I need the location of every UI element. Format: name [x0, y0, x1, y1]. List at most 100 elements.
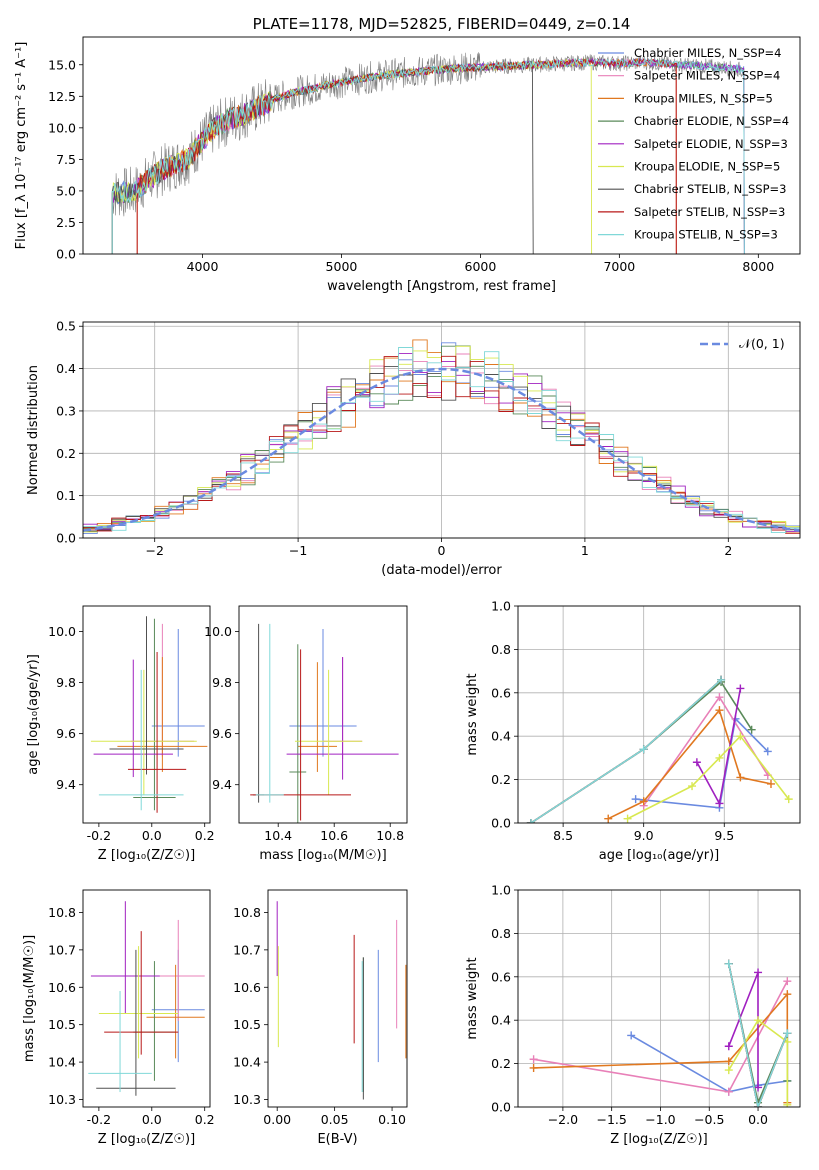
x-tick-label: 0.10 [378, 1112, 406, 1127]
weight-line-2 [607, 708, 772, 820]
weight-marker [623, 814, 632, 823]
y-tick-label: 0.0 [491, 1100, 511, 1115]
weight-line-8 [728, 963, 789, 1107]
y-tick-label: 0.0 [491, 816, 511, 831]
y-tick-label: 9.8 [212, 675, 232, 690]
legend-entry: Chabrier ELODIE, N_SSP=4 [634, 114, 789, 128]
weight-line-7 [530, 679, 722, 823]
y-tick-label: 0.8 [491, 642, 511, 657]
weight-marker [692, 758, 701, 767]
error-point [133, 618, 176, 811]
x-tick-label: 1 [581, 543, 589, 558]
weight-marker [783, 977, 792, 986]
plot-area-age-vs-mass [250, 623, 399, 823]
y-tick-label: 0.4 [491, 729, 511, 744]
y-tick-label: 10.4 [233, 1055, 261, 1070]
weight-marker [688, 782, 697, 791]
panel-mass-vs-Z: -0.2 0.0 0.2 10.3 10.4 10.5 10.6 10.7 10.8 Z [log… [22, 889, 215, 1147]
y-tick-label: 1.0 [491, 883, 511, 898]
x-tick-label: -0.2 [87, 828, 111, 843]
plot-area-residuals [83, 339, 800, 534]
x-tick-label: 7000 [603, 259, 635, 274]
x-tick-label: 0.0 [142, 1112, 162, 1127]
x-tick-label: -0.2 [87, 1112, 111, 1127]
model-line-8 [111, 57, 745, 254]
legend-entry: Kroupa MILES, N_SSP=5 [634, 91, 773, 105]
model-line-0 [111, 58, 745, 254]
weight-line-1 [643, 695, 769, 807]
legend-entry: Salpeter STELIB, N_SSP=3 [634, 205, 785, 219]
y-tick-label: 10.0 [48, 120, 76, 135]
y-tick-label: 10.4 [48, 1055, 76, 1070]
weight-line-5 [728, 1019, 789, 1105]
weight-marker [526, 819, 535, 823]
y-axis-label: mass [log₁₀(M/M☉)] [22, 935, 37, 1062]
x-tick-label: 0.0 [748, 1112, 768, 1127]
weight-marker [754, 1083, 763, 1092]
x-tick-label: 0.05 [321, 1112, 349, 1127]
axes-frame [517, 605, 801, 824]
axes-frame [517, 889, 801, 1108]
error-point [104, 931, 179, 1055]
model-line-3 [111, 57, 745, 254]
error-point [255, 623, 284, 803]
x-tick-label: −2.0 [548, 1112, 578, 1127]
panel-age-vs-Z: -0.2 0.0 0.2 9.4 9.6 9.8 10.0 Z [log₁₀(Z/Z☉)] ag… [26, 605, 215, 863]
weight-marker [529, 1055, 538, 1064]
weight-marker [724, 1057, 733, 1066]
weight-marker [754, 1103, 763, 1107]
y-axis-label: age [log₁₀(age/yr)] [26, 654, 41, 775]
y-tick-label: 0.5 [56, 319, 76, 334]
axes-frame [267, 889, 408, 1108]
error-point [286, 657, 399, 780]
y-tick-label: 0.2 [491, 772, 511, 787]
y-tick-label: 0.4 [56, 361, 76, 376]
error-point [289, 644, 307, 823]
x-tick-label: 4000 [187, 259, 219, 274]
weight-marker [736, 773, 745, 782]
y-tick-label: 9.4 [212, 777, 232, 792]
error-point [98, 946, 179, 1059]
panel-spectrum: 4000 5000 6000 7000 8000 0.0 2.5 5.0 7.5 10.0 12.5… [14, 15, 801, 294]
y-tick-label: 0.2 [491, 1056, 511, 1071]
x-tick-label: 2 [724, 543, 732, 558]
weight-marker [639, 797, 648, 806]
x-tick-label: 0.2 [195, 828, 215, 843]
weight-marker [736, 732, 745, 741]
x-tick-label: −0.5 [694, 1112, 724, 1127]
x-tick-label: 0.0 [142, 828, 162, 843]
y-tick-label: 10.8 [233, 905, 261, 920]
weight-marker [724, 959, 733, 968]
axes-frame [82, 889, 211, 1108]
x-axis-label: Z [log₁₀(Z/Z☉)] [98, 1132, 195, 1147]
y-tick-label: 9.6 [56, 726, 76, 741]
y-axis-label: mass weight [465, 957, 480, 1039]
y-tick-label: 5.0 [56, 183, 76, 198]
weight-marker [766, 779, 775, 788]
y-tick-label: 0.6 [491, 685, 511, 700]
y-tick-label: 0.0 [56, 247, 76, 262]
weight-marker [529, 1063, 538, 1072]
y-tick-label: 0.4 [491, 1013, 511, 1028]
legend-entry: Salpeter MILES, N_SSP=4 [634, 69, 780, 83]
weight-marker [715, 693, 724, 702]
weight-marker [639, 745, 648, 754]
legend-entry: Salpeter ELODIE, N_SSP=3 [634, 137, 788, 151]
error-point [127, 651, 187, 813]
error-point [253, 623, 265, 803]
x-axis-label: mass [log₁₀(M/M☉)] [259, 848, 386, 863]
model-line-1 [136, 57, 677, 254]
weight-marker [736, 684, 745, 693]
y-tick-label: 9.4 [56, 777, 76, 792]
x-tick-label: 8.5 [553, 828, 573, 843]
y-tick-label: 0.2 [56, 446, 76, 461]
x-axis-label: (data-model)/error [381, 563, 502, 578]
plot-area-mass-vs-Z [88, 901, 205, 1096]
y-tick-label: 7.5 [56, 152, 76, 167]
weight-marker [715, 706, 724, 715]
y-axis-label: Flux [f_λ 10⁻¹⁷ erg cm⁻² s⁻¹ A⁻¹] [14, 42, 29, 250]
y-tick-label: 10.6 [48, 980, 76, 995]
x-axis-label: Z [log₁₀(Z/Z☉)] [98, 848, 195, 863]
y-tick-label: 0.6 [491, 969, 511, 984]
